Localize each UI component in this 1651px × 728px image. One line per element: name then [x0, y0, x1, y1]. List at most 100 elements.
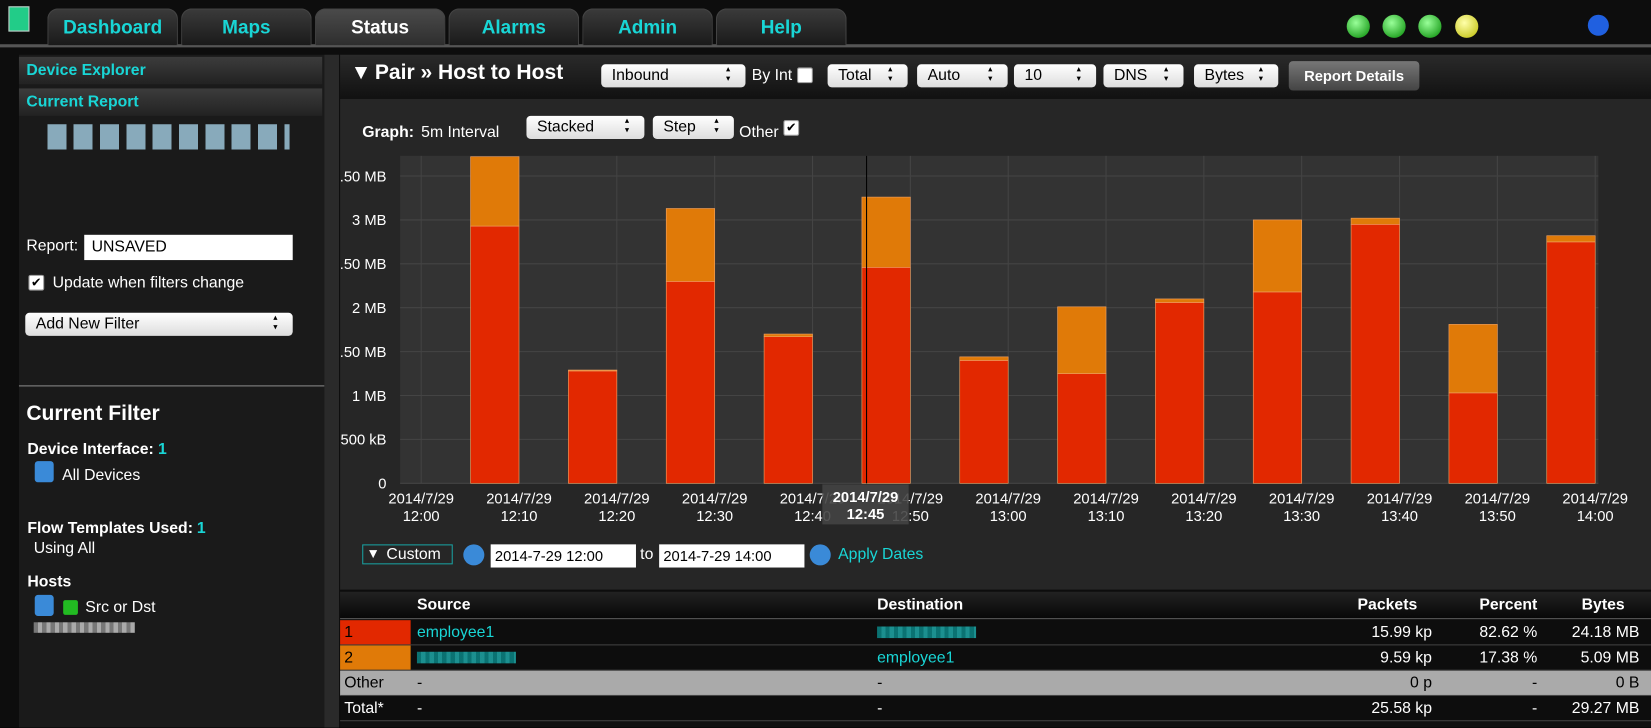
table-cell: 15.99 kp [1371, 623, 1432, 642]
table-cell: - [416, 673, 423, 692]
table-cell: - [416, 699, 423, 718]
end-date[interactable]: 2014-7-29 14:00 [659, 544, 805, 568]
hosts-label: Hosts [27, 572, 72, 591]
report-details-button[interactable]: Report Details [1288, 61, 1420, 91]
report-select[interactable]: Bytes [1194, 64, 1279, 88]
other-checkbox[interactable]: ✔ [783, 120, 800, 136]
nav-tab[interactable]: Dashboard [47, 8, 178, 46]
column-header[interactable]: Bytes [1581, 595, 1625, 614]
x-tick-label: 2014/7/29 13:40 [1367, 491, 1433, 525]
bar-segment [763, 333, 813, 337]
bar-segment [470, 156, 520, 227]
nav-tab[interactable]: Alarms [448, 8, 580, 46]
column-header[interactable]: Percent [1479, 595, 1538, 614]
column-header[interactable]: Packets [1357, 595, 1418, 614]
next-button[interactable] [809, 544, 831, 566]
column-header[interactable]: Source [416, 595, 471, 614]
style-select[interactable]: Step [652, 115, 734, 139]
bar-segment [470, 225, 520, 484]
table-cell: - [877, 673, 883, 692]
report-icons[interactable] [47, 124, 290, 150]
tooltip: 2014/7/29 12:45 [833, 490, 899, 523]
sidebar-section[interactable]: Device Explorer [18, 56, 323, 85]
mode-select[interactable]: Stacked [526, 115, 645, 139]
update-checkbox[interactable]: ✔ [28, 274, 45, 291]
by-int-label: By Int [751, 66, 793, 85]
x-tick-label: 2014/7/29 13:00 [975, 491, 1041, 525]
nav-tab[interactable]: Status [314, 8, 446, 46]
table-cell: 0 p [1410, 673, 1432, 692]
x-tick-label: 2014/7/29 12:10 [486, 491, 552, 525]
trash-icon[interactable] [34, 461, 54, 483]
bar-segment [665, 281, 715, 484]
table-cell: - [1532, 673, 1538, 692]
y-tick-label: 1 MB [352, 389, 387, 405]
bar-segment [1350, 223, 1400, 484]
report-select[interactable]: Total [827, 64, 908, 88]
sidebar-rule [18, 385, 325, 387]
filter-count: 1 [157, 440, 167, 459]
x-tick-label: 2014/7/29 12:00 [388, 491, 454, 525]
report-label: Report: [26, 236, 79, 255]
rank-cell: Total* [344, 699, 384, 718]
table-cell[interactable]: employee1 [416, 623, 495, 642]
table-cell: - [877, 699, 883, 718]
y-tick-label: 2.50 MB [340, 257, 386, 273]
range-mode-arrow: ▼ [366, 545, 380, 562]
prev-button[interactable] [463, 544, 485, 566]
nav-tab[interactable]: Help [715, 8, 847, 46]
update-label: Update when filters change [52, 273, 245, 292]
bar-segment [1155, 298, 1205, 303]
bar-segment [959, 356, 1009, 361]
x-tick-label: 2014/7/29 14:00 [1562, 491, 1628, 525]
sidebar-splitter[interactable] [324, 54, 340, 728]
apply-dates[interactable]: Apply Dates [838, 545, 924, 564]
table-cell[interactable]: employee1 [877, 648, 955, 667]
x-tick-label: 2014/7/29 12:20 [584, 491, 650, 525]
bar-segment [1546, 241, 1596, 484]
other-label: Other [739, 123, 779, 142]
filter-count: 1 [196, 519, 206, 537]
table-row [340, 670, 1651, 696]
trash-icon[interactable] [34, 594, 54, 616]
report-select[interactable]: DNS [1103, 64, 1184, 88]
chart: 0 500 kB 1 MB 1.50 MB 2 MB 2.50 MB 3 MB 3.50 MB… [340, 155, 1628, 525]
tab-rule [0, 44, 1651, 48]
info-icon[interactable] [1587, 14, 1609, 36]
to-label: to [640, 545, 654, 564]
tooltip-box [822, 484, 909, 525]
table-cell: 25.58 kp [1371, 699, 1432, 718]
bar-segment [1448, 324, 1498, 394]
filter-label: Flow Templates Used: [27, 519, 193, 537]
nav-tab[interactable]: Admin [582, 8, 713, 46]
hosts-value: Src or Dst [85, 598, 156, 616]
y-tick-label: 3 MB [352, 213, 387, 229]
direction-select[interactable]: Inbound [601, 64, 746, 88]
interval-label: 5m Interval [421, 123, 500, 142]
add-filter-select[interactable]: Add New Filter [25, 312, 293, 336]
by-int-checkbox[interactable] [797, 67, 813, 84]
status-light [1455, 14, 1479, 38]
report-select[interactable]: 10 [1013, 64, 1097, 88]
rank-cell: Other [344, 673, 384, 692]
bar-segment [1252, 291, 1303, 484]
table-cell: 17.38 % [1479, 648, 1538, 667]
x-tick-label: 2014/7/29 13:10 [1073, 491, 1139, 525]
table-cell: 24.18 MB [1571, 623, 1640, 642]
table-header [340, 591, 1651, 620]
report-name-input[interactable]: UNSAVED [84, 234, 293, 261]
bar-segment [1448, 392, 1498, 484]
start-date[interactable]: 2014-7-29 12:00 [490, 544, 636, 568]
add-icon[interactable] [63, 600, 78, 615]
y-tick-label: 1.50 MB [340, 345, 386, 361]
x-tick-label: 2014/7/29 12:30 [682, 491, 748, 525]
range-mode[interactable]: Custom [362, 544, 453, 565]
column-header[interactable]: Destination [877, 595, 964, 614]
bar-segment [959, 360, 1009, 484]
sidebar-section[interactable]: Current Report [18, 88, 323, 116]
y-tick-label: 500 kB [341, 433, 387, 449]
graph-label: Graph: [362, 123, 414, 142]
x-tick-label: 2014/7/29 13:30 [1269, 491, 1335, 525]
report-select[interactable]: Auto [917, 64, 1008, 88]
nav-tab[interactable]: Maps [181, 8, 312, 46]
